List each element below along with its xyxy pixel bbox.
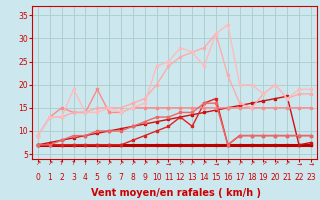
Text: 22: 22 bbox=[294, 173, 304, 182]
Text: 3: 3 bbox=[71, 173, 76, 182]
Text: 21: 21 bbox=[282, 173, 292, 182]
Text: ↗: ↗ bbox=[178, 161, 183, 166]
Text: ↗: ↗ bbox=[237, 161, 242, 166]
Text: 11: 11 bbox=[164, 173, 173, 182]
Text: →: → bbox=[308, 161, 314, 166]
Text: 23: 23 bbox=[306, 173, 316, 182]
Text: ↑: ↑ bbox=[83, 161, 88, 166]
Text: 7: 7 bbox=[119, 173, 124, 182]
Text: 15: 15 bbox=[211, 173, 221, 182]
Text: ↗: ↗ bbox=[95, 161, 100, 166]
Text: ↗: ↗ bbox=[142, 161, 147, 166]
Text: →: → bbox=[213, 161, 219, 166]
Text: 10: 10 bbox=[152, 173, 161, 182]
Text: 16: 16 bbox=[223, 173, 233, 182]
Text: 14: 14 bbox=[199, 173, 209, 182]
Text: Vent moyen/en rafales ( km/h ): Vent moyen/en rafales ( km/h ) bbox=[91, 188, 261, 198]
Text: ↗: ↗ bbox=[35, 161, 41, 166]
Text: 6: 6 bbox=[107, 173, 112, 182]
Text: 18: 18 bbox=[247, 173, 256, 182]
Text: ↗: ↗ bbox=[130, 161, 135, 166]
Text: →: → bbox=[166, 161, 171, 166]
Text: 13: 13 bbox=[188, 173, 197, 182]
Text: 17: 17 bbox=[235, 173, 244, 182]
Text: →: → bbox=[296, 161, 302, 166]
Text: 1: 1 bbox=[47, 173, 52, 182]
Text: ↗: ↗ bbox=[154, 161, 159, 166]
Text: ↗: ↗ bbox=[261, 161, 266, 166]
Text: ↗: ↗ bbox=[273, 161, 278, 166]
Text: 4: 4 bbox=[83, 173, 88, 182]
Text: ↑: ↑ bbox=[59, 161, 64, 166]
Text: ↗: ↗ bbox=[202, 161, 207, 166]
Text: 0: 0 bbox=[36, 173, 40, 182]
Text: ↗: ↗ bbox=[118, 161, 124, 166]
Text: 9: 9 bbox=[142, 173, 147, 182]
Text: ↑: ↑ bbox=[71, 161, 76, 166]
Text: ↗: ↗ bbox=[249, 161, 254, 166]
Text: ↗: ↗ bbox=[225, 161, 230, 166]
Text: 19: 19 bbox=[259, 173, 268, 182]
Text: 2: 2 bbox=[59, 173, 64, 182]
Text: 12: 12 bbox=[176, 173, 185, 182]
Text: 5: 5 bbox=[95, 173, 100, 182]
Text: ↗: ↗ bbox=[284, 161, 290, 166]
Text: ↗: ↗ bbox=[107, 161, 112, 166]
Text: ↗: ↗ bbox=[189, 161, 195, 166]
Text: 20: 20 bbox=[270, 173, 280, 182]
Text: 8: 8 bbox=[131, 173, 135, 182]
Text: ↗: ↗ bbox=[47, 161, 52, 166]
